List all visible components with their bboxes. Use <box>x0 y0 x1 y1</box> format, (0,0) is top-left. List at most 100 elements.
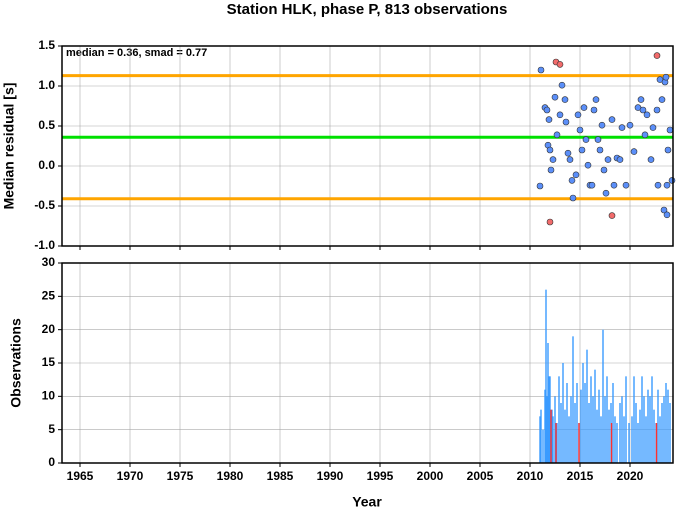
bar <box>545 289 547 463</box>
y-tick-label: 0.5 <box>38 118 55 132</box>
point <box>663 181 671 189</box>
annotation: median = 0.36, smad = 0.77 <box>66 47 207 59</box>
x-tick-label: 1975 <box>167 469 194 483</box>
y-axis-label: Median residual [s] <box>1 83 17 210</box>
point <box>616 156 624 163</box>
point <box>610 181 618 189</box>
y-tick-label: 10 <box>42 389 56 403</box>
x-tick-label: 1990 <box>317 469 344 483</box>
y-tick-label: -0.5 <box>34 198 55 212</box>
bar <box>600 416 602 463</box>
y-tick-label: 30 <box>42 255 56 269</box>
point <box>622 181 630 189</box>
bar <box>606 376 608 463</box>
bar <box>568 416 570 463</box>
bar <box>546 396 548 463</box>
point <box>549 156 557 163</box>
y-tick-label: -1.0 <box>34 238 55 252</box>
point <box>654 181 662 189</box>
point <box>566 156 574 163</box>
bar <box>550 409 552 463</box>
point <box>562 118 570 126</box>
point <box>537 66 545 74</box>
bar <box>604 396 606 463</box>
bar <box>554 396 556 463</box>
bar <box>590 376 592 463</box>
x-tick-label: 1995 <box>367 469 394 483</box>
bar <box>641 376 643 463</box>
bar <box>549 376 551 463</box>
y-tick-label: 1.0 <box>38 78 55 92</box>
point <box>608 212 616 219</box>
bar <box>602 329 604 463</box>
point <box>608 116 616 123</box>
point <box>637 96 645 103</box>
point <box>668 177 676 184</box>
x-tick-label: 1965 <box>67 469 94 483</box>
point <box>556 111 564 119</box>
bar <box>540 409 542 463</box>
bar <box>661 403 663 463</box>
x-tick-label: 2005 <box>467 469 494 483</box>
point <box>666 126 674 134</box>
point <box>604 156 612 163</box>
point <box>576 126 584 134</box>
plot-frame <box>61 262 674 464</box>
bar <box>596 409 598 463</box>
x-tick-label: 2000 <box>417 469 444 483</box>
bar <box>574 403 576 463</box>
point <box>582 136 590 143</box>
bar <box>637 423 639 463</box>
point <box>580 104 588 111</box>
point <box>649 124 657 131</box>
bar <box>548 376 550 463</box>
x-tick-label: 2015 <box>567 469 594 483</box>
point <box>594 136 602 143</box>
bar <box>628 423 630 463</box>
bar <box>551 409 553 463</box>
point <box>660 206 668 214</box>
bar <box>592 396 594 463</box>
bar <box>582 363 584 463</box>
bar <box>542 429 544 463</box>
point <box>572 171 580 179</box>
point <box>556 61 564 68</box>
point <box>545 116 553 123</box>
bar <box>639 409 641 463</box>
point <box>600 166 608 174</box>
bar <box>578 423 580 463</box>
bar <box>657 389 659 463</box>
bar <box>665 383 667 463</box>
point <box>663 211 671 219</box>
bar <box>633 376 635 463</box>
point <box>564 149 572 157</box>
point <box>558 81 566 89</box>
bar <box>608 409 610 463</box>
point <box>553 131 561 139</box>
point <box>602 189 610 197</box>
x-tick-label: 1980 <box>217 469 244 483</box>
bar <box>645 416 647 463</box>
bar <box>635 403 637 463</box>
point <box>578 146 586 154</box>
x-tick-label: 1985 <box>267 469 294 483</box>
point <box>643 111 651 119</box>
bar <box>625 376 627 463</box>
y-tick-label: 0.0 <box>38 158 55 172</box>
y-tick-label: 25 <box>42 289 56 303</box>
point <box>592 96 600 103</box>
x-tick-label: 1970 <box>117 469 144 483</box>
bar <box>659 416 661 463</box>
bar <box>555 423 557 463</box>
bar <box>623 416 625 463</box>
bar <box>667 389 669 463</box>
bar <box>588 403 590 463</box>
x-tick-label: 2020 <box>617 469 644 483</box>
bar <box>612 383 614 463</box>
y-axis-label: Observations <box>8 318 24 408</box>
point <box>536 182 544 190</box>
bar <box>649 396 651 463</box>
bar <box>580 389 582 463</box>
point <box>618 124 626 131</box>
x-tick-label: 2010 <box>517 469 544 483</box>
